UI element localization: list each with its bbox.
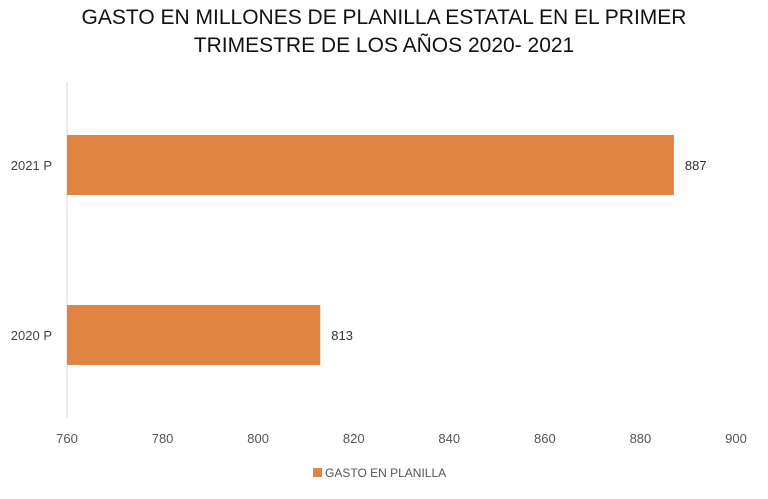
chart-title-line-2: TRIMESTRE DE LOS AÑOS 2020- 2021 bbox=[193, 34, 575, 57]
legend-label: GASTO EN PLANILLA bbox=[325, 466, 446, 480]
x-tick-label: 900 bbox=[725, 431, 747, 446]
chart-title-line-1: GASTO EN MILLONES DE PLANILLA ESTATAL EN… bbox=[81, 6, 687, 29]
category-labels-group: 2021 P 2020 P bbox=[11, 158, 52, 343]
x-tick-label: 860 bbox=[534, 431, 556, 446]
data-label: 887 bbox=[685, 158, 707, 173]
bars-group bbox=[67, 135, 674, 365]
data-labels-group: 887 813 bbox=[331, 158, 706, 343]
x-tick-label: 820 bbox=[343, 431, 365, 446]
x-tick-label: 780 bbox=[152, 431, 174, 446]
x-tick-label: 760 bbox=[56, 431, 78, 446]
legend: GASTO EN PLANILLA bbox=[313, 466, 446, 480]
bar-2020-p bbox=[67, 305, 321, 365]
x-tick-labels-group: 760 780 800 820 840 860 880 900 bbox=[56, 431, 747, 446]
legend-swatch bbox=[313, 468, 322, 477]
data-label: 813 bbox=[331, 328, 353, 343]
category-label: 2020 P bbox=[11, 328, 52, 343]
x-tick-label: 840 bbox=[438, 431, 460, 446]
x-tick-label: 800 bbox=[247, 431, 269, 446]
bar-2021-p bbox=[67, 135, 674, 195]
category-label: 2021 P bbox=[11, 158, 52, 173]
x-tick-label: 880 bbox=[630, 431, 652, 446]
